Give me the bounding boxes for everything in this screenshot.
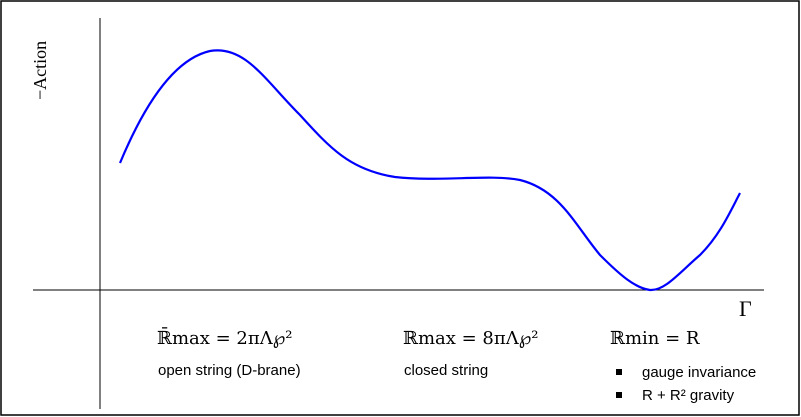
- open-string-formula: ℝ̄max = 2πΛ℘²: [157, 328, 293, 349]
- bullet-text: gauge invariance: [642, 364, 757, 381]
- list-item: gauge invariance: [616, 363, 756, 386]
- x-axis-label: Γ: [739, 296, 752, 321]
- bullet-text: R + R² gravity: [642, 387, 735, 404]
- closed-string-formula: ℝmax = 8πΛ℘²: [403, 328, 539, 349]
- minimum-properties-list: gauge invariance R + R² gravity: [616, 363, 756, 409]
- minimum-formula: ℝmin = R: [610, 328, 700, 349]
- action-curve: [118, 49, 741, 292]
- y-axis-label: −Action: [30, 40, 50, 100]
- bullet-square-icon: [616, 369, 622, 375]
- bullet-square-icon: [616, 392, 622, 398]
- closed-string-caption: closed string: [404, 362, 489, 379]
- list-item: R + R² gravity: [616, 386, 756, 409]
- open-string-caption: open string (D-brane): [158, 362, 301, 379]
